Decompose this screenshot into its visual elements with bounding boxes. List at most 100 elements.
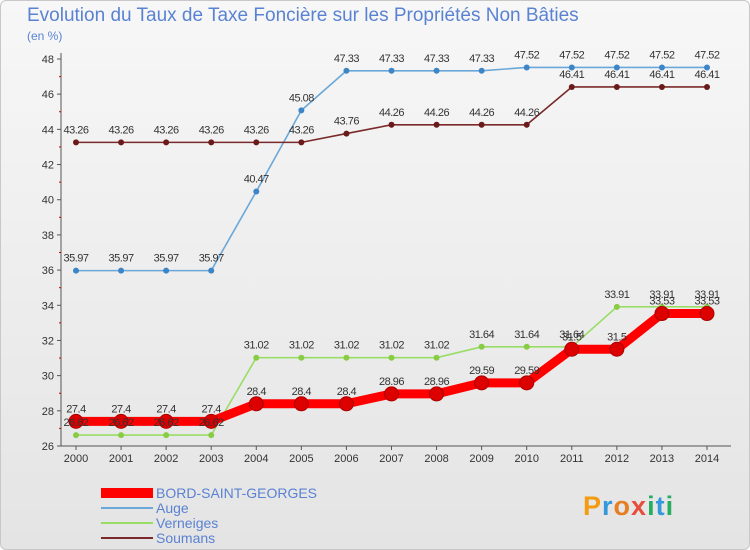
data-label: 43.26 <box>109 124 134 136</box>
data-point <box>523 121 530 128</box>
x-tick-label: 2005 <box>289 453 313 465</box>
data-label: 26.62 <box>199 417 224 429</box>
data-label: 47.33 <box>379 53 404 65</box>
logo-letter: P <box>583 491 603 521</box>
data-label: 33.53 <box>649 296 674 308</box>
x-tick-label: 2000 <box>64 453 88 465</box>
data-point <box>208 432 215 439</box>
data-point <box>613 303 620 310</box>
data-label: 31.64 <box>559 329 584 341</box>
x-tick-label: 2001 <box>109 453 133 465</box>
data-label: 43.26 <box>244 124 269 136</box>
data-label: 33.91 <box>694 289 719 301</box>
y-tick-label: 32 <box>42 335 54 347</box>
data-point <box>433 121 440 128</box>
data-label: 27.4 <box>111 403 131 415</box>
y-tick-label: 44 <box>42 124 54 136</box>
data-point <box>118 267 125 274</box>
data-point <box>293 396 309 412</box>
data-label: 31.5 <box>607 331 627 343</box>
data-label: 31.64 <box>514 329 539 341</box>
data-point <box>298 354 305 361</box>
data-point <box>388 67 395 74</box>
series-layer <box>68 64 715 439</box>
x-tick-label: 2002 <box>154 453 178 465</box>
data-point <box>118 139 125 146</box>
data-label: 26.62 <box>154 417 179 429</box>
data-label: 31.02 <box>424 340 449 352</box>
y-tick-label: 46 <box>42 89 54 101</box>
data-point <box>73 432 79 439</box>
data-label: 28.4 <box>292 386 312 398</box>
data-label: 47.52 <box>559 49 584 61</box>
legend-swatch <box>101 536 153 539</box>
legend-swatch <box>101 521 153 524</box>
logo-letter: o <box>613 491 632 521</box>
legend-label: Auge <box>156 499 189 516</box>
x-tick-label: 2003 <box>199 453 223 465</box>
x-tick-label: 2007 <box>379 453 403 465</box>
data-point <box>253 354 260 361</box>
data-label: 46.41 <box>604 69 629 81</box>
x-tick-label: 2012 <box>605 453 629 465</box>
data-point <box>704 83 710 90</box>
data-point <box>73 267 79 274</box>
series-line-auge <box>76 66 707 272</box>
data-point <box>433 67 440 74</box>
data-label: 26.62 <box>109 417 134 429</box>
data-label: 35.97 <box>109 253 134 265</box>
data-point <box>253 188 260 195</box>
data-point <box>478 67 485 74</box>
data-point <box>654 306 670 322</box>
data-point <box>163 139 170 146</box>
data-point <box>568 83 575 90</box>
logo-letter: i <box>665 491 675 521</box>
data-point <box>158 413 174 429</box>
legend-label: Verneiges <box>156 514 219 531</box>
y-tick-label: 34 <box>42 300 54 312</box>
y-tick-label: 38 <box>42 230 54 242</box>
data-label: 43.26 <box>63 124 88 136</box>
data-point <box>429 386 445 402</box>
data-point <box>118 432 125 439</box>
data-label: 31.5 <box>562 331 582 343</box>
legend-swatch <box>101 506 153 509</box>
data-point <box>343 354 350 361</box>
data-label: 45.08 <box>289 92 314 104</box>
logo-letter: r <box>602 491 614 521</box>
data-point <box>658 64 665 71</box>
data-point <box>298 139 305 146</box>
data-label: 46.41 <box>694 69 719 81</box>
data-label: 31.02 <box>289 340 314 352</box>
data-point <box>208 139 215 146</box>
data-point <box>609 341 625 357</box>
logo-letter: t <box>655 491 666 521</box>
chart-title: Evolution du Taux de Taxe Foncière sur l… <box>27 5 579 26</box>
y-tick-label: 42 <box>42 160 54 172</box>
data-point <box>163 432 170 439</box>
data-point <box>248 396 264 412</box>
legend-label: BORD-SAINT-GEORGES <box>156 484 318 501</box>
data-point <box>338 396 354 412</box>
legend-swatch <box>101 487 153 498</box>
y-unit-label: (en %) <box>27 29 63 43</box>
legend-item-soumans: Soumans <box>101 530 317 546</box>
x-tick-label: 2013 <box>650 453 674 465</box>
data-point <box>384 386 399 402</box>
data-label: 27.4 <box>156 403 176 415</box>
data-label: 47.52 <box>514 49 539 61</box>
x-tick-label: 2006 <box>334 453 358 465</box>
y-tick-label: 30 <box>42 371 54 383</box>
x-tick-label: 2009 <box>469 453 493 465</box>
y-tick-label: 48 <box>42 54 54 66</box>
data-point <box>73 139 79 146</box>
data-label: 31.64 <box>469 329 494 341</box>
data-label: 44.26 <box>379 107 404 119</box>
data-point <box>568 64 575 71</box>
data-label: 43.76 <box>334 116 359 128</box>
data-label: 28.4 <box>247 386 267 398</box>
data-label: 31.02 <box>379 340 404 352</box>
y-tick-label: 36 <box>42 265 54 277</box>
